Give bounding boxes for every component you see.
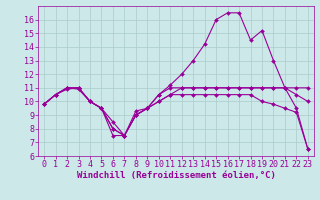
X-axis label: Windchill (Refroidissement éolien,°C): Windchill (Refroidissement éolien,°C) — [76, 171, 276, 180]
